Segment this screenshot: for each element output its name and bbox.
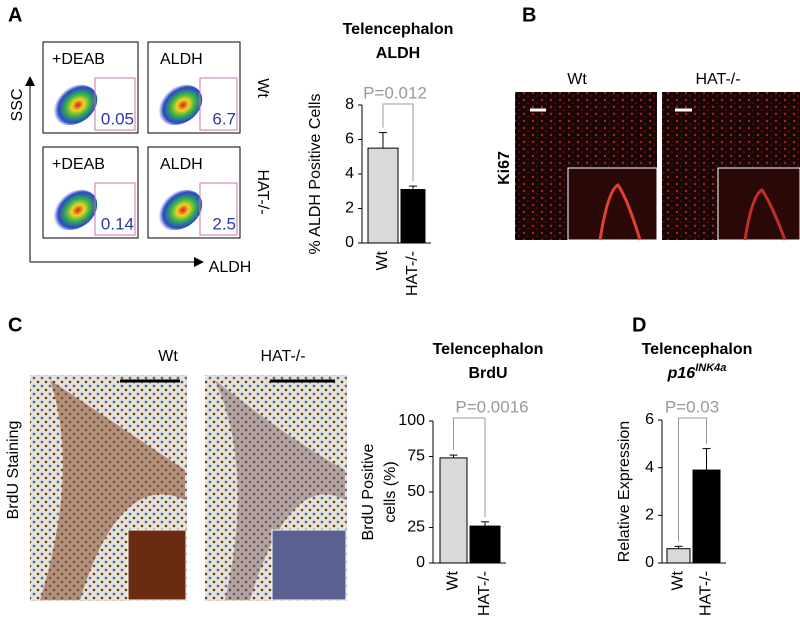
bar	[367, 147, 399, 244]
significance-bracket	[453, 417, 486, 517]
y-tick-label: 6	[345, 131, 354, 148]
y-axis-label: Relative Expression	[616, 421, 633, 562]
flow-column: +DEAB	[52, 51, 105, 68]
chart-title: Telencephalon	[343, 21, 454, 38]
y-tick-label: 50	[407, 483, 425, 500]
significance-bracket	[382, 103, 414, 182]
category-label: Wt	[670, 570, 687, 590]
bar	[692, 469, 721, 564]
y-axis-label: cells (%)	[382, 461, 399, 522]
category-label: HAT-/-	[404, 251, 421, 296]
y-tick-label: 2	[645, 507, 654, 524]
gate-value: 0.05	[101, 109, 134, 128]
significance-bracket	[678, 417, 707, 542]
image-label: HAT-/-	[260, 348, 305, 365]
subtitle-text: ALDH	[376, 45, 420, 62]
y-tick-label: 2	[345, 200, 354, 217]
y-tick-label: 4	[345, 165, 354, 182]
y-tick-label: 8	[345, 96, 354, 113]
category-label: HAT-/-	[476, 571, 493, 616]
stain-label: Ki67	[496, 151, 513, 185]
y-tick-label: 0	[416, 554, 425, 571]
y-tick-label: 25	[407, 519, 425, 536]
subtitle-text: p16	[667, 365, 696, 382]
p-value: P=0.012	[363, 83, 427, 102]
chart-title: Telencephalon	[433, 341, 544, 358]
flow-column: ALDH	[160, 156, 203, 173]
y-tick-label: 4	[645, 459, 654, 476]
p-value: P=0.0016	[455, 397, 528, 416]
y-tick-label: 100	[398, 412, 425, 429]
gate-value: 6.7	[212, 109, 236, 128]
bar	[469, 525, 501, 564]
panel-label: D	[632, 314, 646, 336]
y-tick-label: 0	[645, 554, 654, 571]
y-tick-label: 6	[645, 411, 654, 428]
gate-value: 0.14	[101, 214, 134, 233]
flow-row: Wt	[254, 78, 271, 98]
category-label: HAT-/-	[698, 571, 715, 616]
category-label: Wt	[445, 570, 462, 590]
y-tick-label: 75	[407, 448, 425, 465]
ki67-images	[515, 92, 800, 241]
panel-label: A	[8, 4, 22, 26]
image-label: Wt	[567, 71, 587, 88]
stain-label: BrdU Staining	[5, 421, 22, 520]
subtitle-superscript: INK4a	[695, 362, 726, 374]
chart-subtitle: p16INK4a	[667, 362, 727, 382]
image-label: Wt	[158, 348, 178, 365]
bar	[666, 548, 691, 564]
chart-subtitle: ALDH	[376, 45, 420, 62]
gate-value: 2.5	[212, 214, 236, 233]
chart-title: Telencephalon	[642, 341, 753, 358]
p-value: P=0.03	[665, 397, 719, 416]
image-label: HAT-/-	[695, 71, 740, 88]
category-label: Wt	[374, 250, 391, 270]
flow-x-axis: ALDH	[209, 259, 252, 276]
brdu-images	[30, 375, 347, 601]
y-tick-label: 0	[345, 234, 354, 251]
flow-y-axis: SSC	[9, 89, 26, 122]
panel-label: B	[522, 4, 536, 26]
flow-row: HAT-/-	[254, 169, 271, 214]
bar	[439, 457, 468, 564]
flow-column: ALDH	[160, 51, 203, 68]
panel-label: C	[8, 314, 22, 336]
y-axis-label: % ALDH Positive Cells	[307, 94, 324, 255]
flow-column: +DEAB	[52, 156, 105, 173]
bar	[400, 189, 426, 244]
y-axis-label: BrdU Positive	[360, 443, 377, 540]
flow-plots	[25, 41, 241, 267]
chart-subtitle: BrdU	[468, 365, 507, 382]
subtitle-text: BrdU	[468, 365, 507, 382]
